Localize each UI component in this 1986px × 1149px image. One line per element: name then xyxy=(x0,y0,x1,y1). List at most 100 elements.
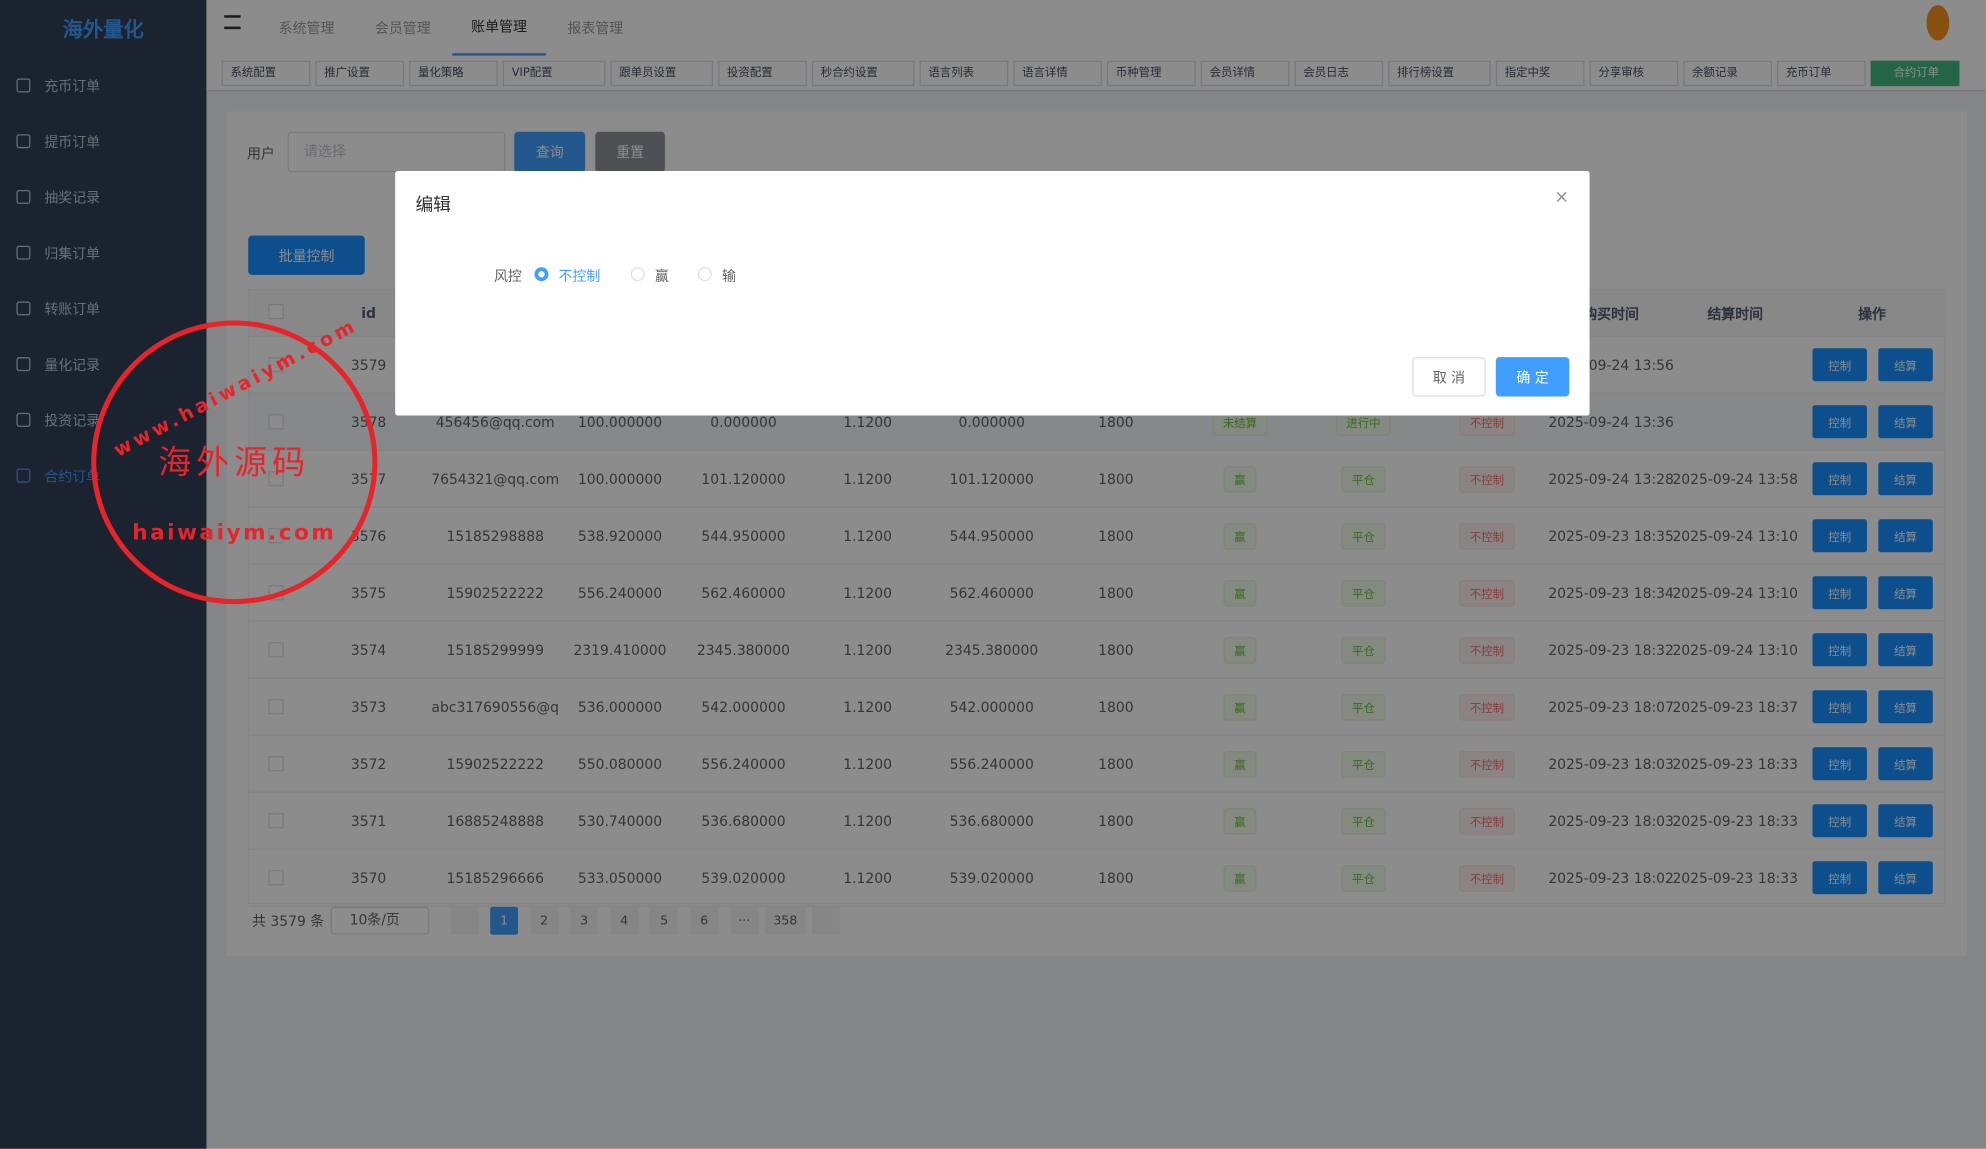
tab[interactable]: 分享审核 xyxy=(1589,60,1679,87)
action-button[interactable]: 结算 xyxy=(1878,405,1933,439)
action-button[interactable]: 结算 xyxy=(1878,633,1933,667)
top-nav-item[interactable]: 报表管理 xyxy=(567,20,624,37)
prev-button[interactable] xyxy=(450,906,479,935)
tab[interactable]: 排行榜设置 xyxy=(1388,60,1491,87)
action-button[interactable]: 控制 xyxy=(1812,576,1867,610)
action-button[interactable]: 结算 xyxy=(1878,519,1933,553)
menu-item[interactable]: 转账订单 xyxy=(0,281,206,337)
page-button[interactable]: 358 xyxy=(765,906,806,935)
radio-option[interactable]: 不控制 xyxy=(534,262,623,285)
action-button[interactable]: 控制 xyxy=(1812,861,1867,895)
tab[interactable]: 推广设置 xyxy=(315,60,405,87)
avatar[interactable] xyxy=(1926,5,1950,41)
page-button[interactable]: 2 xyxy=(530,906,559,935)
status-tag: 不控制 xyxy=(1459,580,1515,607)
table-cell: 556.240000 xyxy=(701,756,786,773)
tab[interactable]: 投资配置 xyxy=(718,60,807,87)
menu-item[interactable]: 投资记录 xyxy=(0,393,206,449)
tab[interactable]: 系统配置 xyxy=(221,60,311,87)
page-button[interactable]: ··· xyxy=(730,906,759,935)
close-icon[interactable]: × xyxy=(1554,187,1570,208)
tab[interactable]: 充币订单 xyxy=(1777,60,1866,87)
checkbox[interactable] xyxy=(268,642,284,658)
table-cell: 556.240000 xyxy=(577,585,663,602)
action-button[interactable]: 结算 xyxy=(1878,348,1933,382)
action-button[interactable]: 结算 xyxy=(1878,861,1933,895)
tab[interactable]: 合约订单 xyxy=(1870,60,1960,87)
tab[interactable]: 语言详情 xyxy=(1013,60,1102,87)
table-cell: 2025-09-23 18:37 xyxy=(1673,699,1798,716)
top-nav-item[interactable]: 系统管理 xyxy=(278,20,335,37)
page-button[interactable]: 3 xyxy=(570,906,599,935)
checkbox[interactable] xyxy=(268,699,284,715)
tab[interactable]: 跟单员设置 xyxy=(610,60,714,87)
menu-item[interactable]: 合约订单 xyxy=(0,448,206,504)
action-button[interactable]: 控制 xyxy=(1812,804,1867,838)
tab[interactable]: VIP配置 xyxy=(502,60,606,87)
action-button[interactable]: 结算 xyxy=(1878,462,1933,496)
menu-icon xyxy=(16,301,31,316)
tab[interactable]: 币种管理 xyxy=(1106,60,1196,87)
action-button[interactable]: 控制 xyxy=(1812,690,1867,724)
menu-item[interactable]: 归集订单 xyxy=(0,225,206,281)
action-button[interactable]: 结算 xyxy=(1878,804,1933,838)
menu-item[interactable]: 抽奖记录 xyxy=(0,170,206,226)
page-button[interactable]: 5 xyxy=(650,906,679,935)
table-cell: 15902522222 xyxy=(446,585,544,602)
table-row: 3572 15902522222 550.080000 556.240000 1.120… xyxy=(249,736,1945,793)
action-button[interactable]: 控制 xyxy=(1812,348,1867,382)
page-button[interactable]: 4 xyxy=(610,906,639,935)
action-button[interactable]: 控制 xyxy=(1812,462,1867,496)
table-cell: 平仓 xyxy=(1302,451,1425,508)
tab[interactable]: 会员详情 xyxy=(1200,60,1290,87)
radio-option[interactable]: 输 xyxy=(697,262,787,285)
tab[interactable]: 余额记录 xyxy=(1683,60,1772,87)
batch-button[interactable]: 批量控制 xyxy=(248,235,365,275)
table-cell: 0.000000 xyxy=(710,414,777,431)
total: 共 3579 条 xyxy=(252,913,325,930)
checkbox[interactable] xyxy=(268,756,284,772)
table-cell: 赢 xyxy=(1178,736,1302,793)
action-button[interactable]: 控制 xyxy=(1812,747,1867,781)
page-button[interactable]: 6 xyxy=(690,906,719,935)
top-nav-item[interactable]: 账单管理 xyxy=(452,0,546,56)
table-cell: 1800 xyxy=(1098,585,1134,602)
tab[interactable]: 秒合约设置 xyxy=(811,60,915,87)
hamburger[interactable] xyxy=(224,15,241,30)
menu-item[interactable]: 提币订单 xyxy=(0,114,206,170)
checkbox[interactable] xyxy=(268,813,284,829)
table-cell: 550.080000 xyxy=(577,756,663,773)
tab[interactable]: 指定中奖 xyxy=(1495,60,1585,87)
tab[interactable]: 会员日志 xyxy=(1294,60,1384,87)
action-button[interactable]: 控制 xyxy=(1812,519,1867,553)
radio-option[interactable]: 赢 xyxy=(630,262,720,285)
watermark: www.haiwaiym.com 海外源码 haiwaiym.com xyxy=(91,313,378,605)
table-cell: 542.000000 xyxy=(949,699,1034,716)
tab[interactable]: 语言列表 xyxy=(919,60,1009,87)
action-button[interactable]: 结算 xyxy=(1878,576,1933,610)
table-cell: 1800 xyxy=(1098,813,1134,830)
menu-item[interactable]: 量化记录 xyxy=(0,337,206,393)
tab[interactable]: 量化策略 xyxy=(409,60,498,87)
table-cell: 2025-09-24 13:58 xyxy=(1673,471,1798,488)
checkbox[interactable] xyxy=(268,870,284,886)
page-size[interactable]: 10条/页 xyxy=(330,906,430,935)
table-cell: 不控制 xyxy=(1425,736,1549,793)
cancel-button[interactable]: 取 消 xyxy=(1412,357,1486,397)
table-cell: 2025-09-23 18:02 xyxy=(1549,870,1674,887)
checkbox[interactable] xyxy=(268,303,284,320)
action-button[interactable]: 控制 xyxy=(1812,633,1867,667)
action-button[interactable]: 结算 xyxy=(1878,747,1933,781)
page-button[interactable]: 1 xyxy=(490,906,519,935)
reset-button[interactable]: 重置 xyxy=(595,131,665,173)
column-header: 操作 xyxy=(1858,305,1886,323)
action-button[interactable]: 结算 xyxy=(1878,690,1933,724)
search-button[interactable]: 查询 xyxy=(514,131,586,173)
table-cell: 101.120000 xyxy=(949,471,1034,488)
action-button[interactable]: 控制 xyxy=(1812,405,1867,439)
top-nav-item[interactable]: 会员管理 xyxy=(374,20,431,37)
confirm-button[interactable]: 确 定 xyxy=(1495,357,1570,397)
menu-item[interactable]: 充币订单 xyxy=(0,58,206,114)
next-button[interactable] xyxy=(811,906,840,935)
